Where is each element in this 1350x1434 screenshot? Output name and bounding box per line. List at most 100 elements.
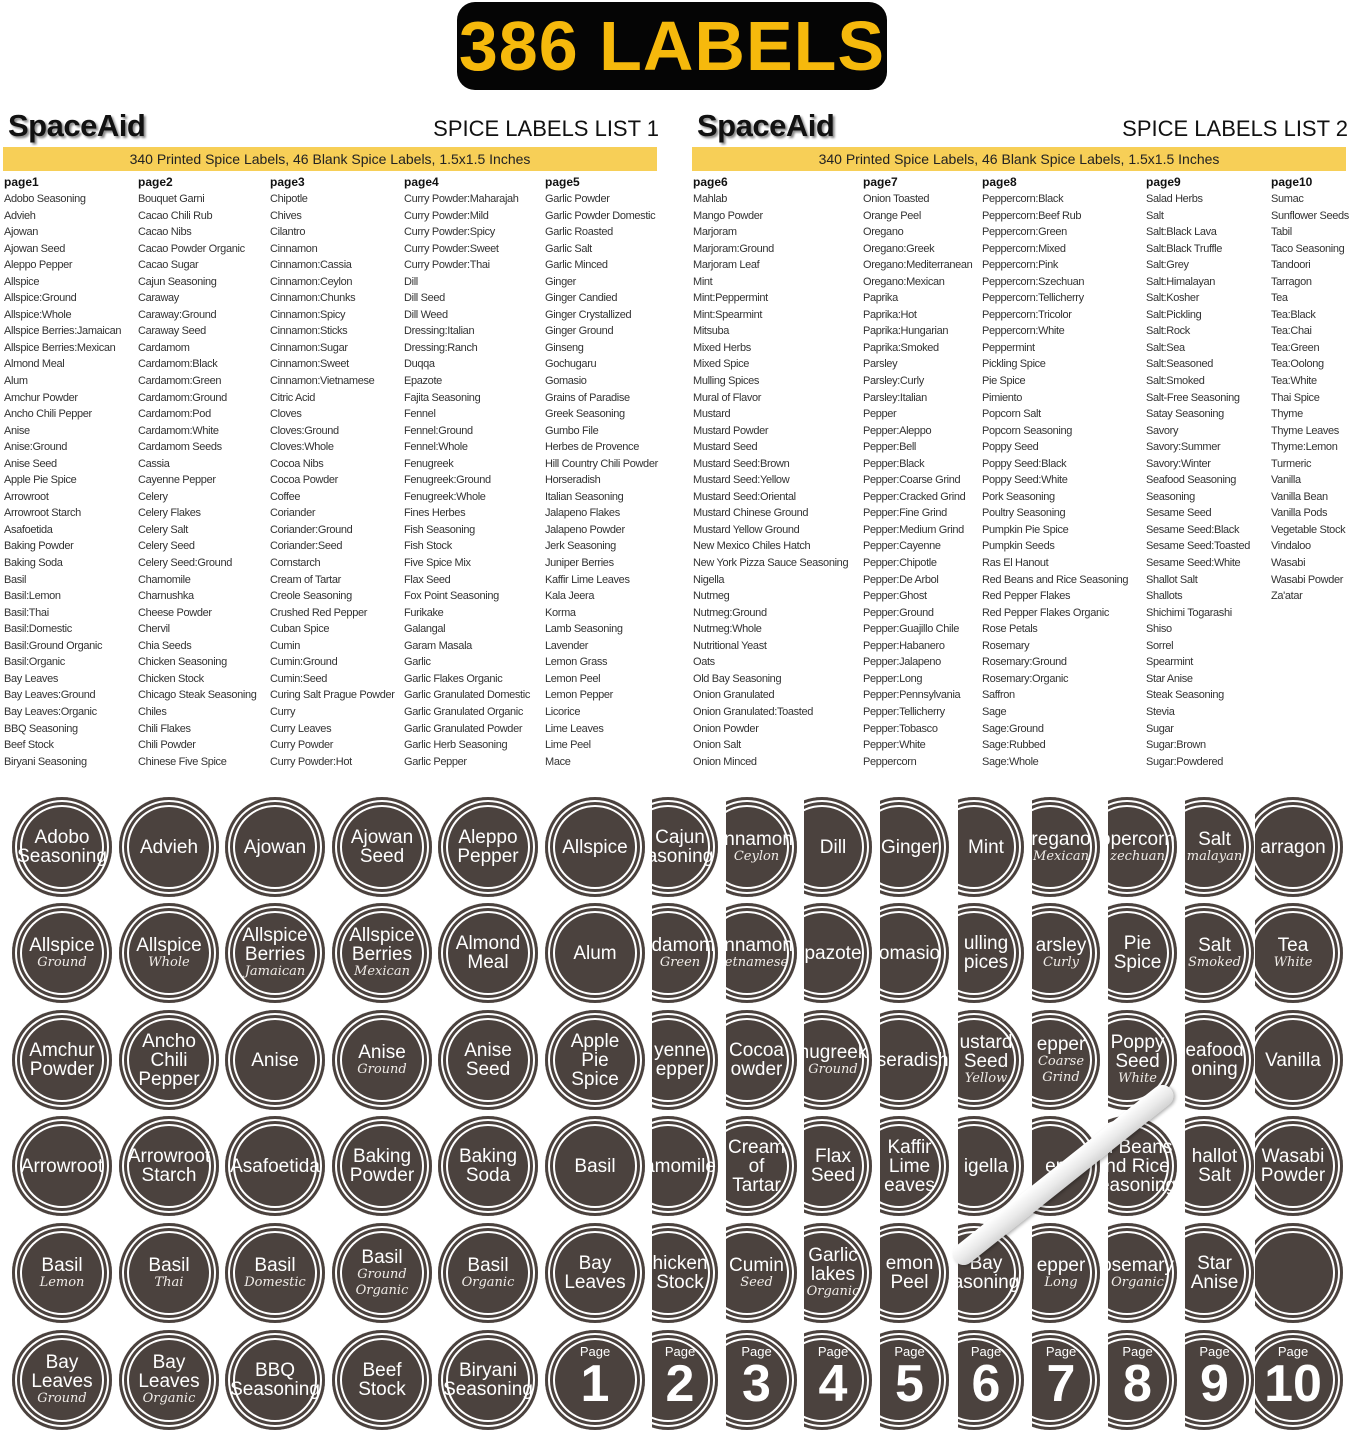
list-item: Bouquet Garni <box>138 193 205 205</box>
list-item: Curry Powder:Sweet <box>404 242 499 255</box>
list-item: Jerk Seasoning <box>545 540 616 553</box>
list-item: Fenugreek:Ground <box>404 474 491 487</box>
page-word: Page <box>1045 1344 1077 1359</box>
list-item: Peppermint <box>982 341 1035 354</box>
label-text: eafood oning <box>1185 1010 1244 1110</box>
label-sheet-strip: innamon etnamese <box>726 903 797 1003</box>
list-item: Pork Seasoning <box>982 490 1055 503</box>
list-item: Oregano:Greek <box>863 242 935 255</box>
list-item: Pimiento <box>982 391 1022 404</box>
list-item: Shiso <box>1146 623 1172 636</box>
spice-label: Apple Pie Spice <box>545 1010 645 1110</box>
list-item: Fox Point Seasoning <box>404 590 499 603</box>
spice-label: Anise Seed <box>438 1010 538 1110</box>
list-item: Fajita Seasoning <box>404 391 481 404</box>
list-item: Dill Weed <box>404 308 448 321</box>
list-item: Shallots <box>1146 590 1183 603</box>
list-item: Almond Meal <box>4 358 65 371</box>
list-item: Fish Stock <box>404 540 452 553</box>
label-main-text: BBQ <box>254 1360 296 1381</box>
list-item: Fines Herbes <box>404 507 466 520</box>
label-main-text: Baking <box>458 1146 518 1167</box>
list-item: Sugar <box>1146 722 1174 735</box>
list-item: Mulling Spices <box>693 375 760 388</box>
list-item: Fennel <box>404 408 436 421</box>
list-item: Cloves:Whole <box>270 441 334 454</box>
list-item: Paprika <box>863 292 898 305</box>
label-sub-text: Organic <box>806 1284 860 1299</box>
list-item: Mustard Powder <box>693 424 769 437</box>
label-main-text: asoning <box>652 846 714 867</box>
label-main-text: Seasoning <box>17 846 107 867</box>
list-item: Chives <box>270 209 302 222</box>
list-item: Ginger <box>545 275 576 288</box>
label-text: Salt malayan <box>1185 797 1244 897</box>
list-item: Fennel:Ground <box>404 424 473 437</box>
label-sub-text: Green <box>659 954 701 970</box>
list-item: Cacao Powder Organic <box>138 242 245 255</box>
label-text: rseradish <box>880 1010 949 1110</box>
label-text: Cumin Seed <box>726 1223 787 1323</box>
spice-label: Basil Ground Organic <box>332 1223 432 1323</box>
label-main-text: Tartar <box>732 1174 781 1196</box>
list-item: Hill Country Chili Powder <box>545 457 658 470</box>
list-item: Pepper:Black <box>863 457 925 470</box>
list-item: Peppercorn:Tellicherry <box>982 292 1084 305</box>
label-sub-text: Thai <box>154 1274 184 1290</box>
list-item: Vanilla <box>1271 474 1301 487</box>
list-item: Bay Leaves <box>4 672 58 685</box>
list-item: Garlic Granulated Powder <box>404 722 523 735</box>
label-sheet-strip: ppercornzechuan <box>1108 797 1177 897</box>
list-item: Garlic Granulated Domestic <box>404 689 531 702</box>
label-main-text: Meal <box>467 952 509 973</box>
list-item: Savory <box>1146 424 1179 437</box>
list-item: Curry Powder:Hot <box>270 755 352 768</box>
list-item: Salt:Black Lava <box>1146 226 1217 239</box>
spice-label: Bay Leaves Organic <box>119 1330 219 1430</box>
label-main-text: Powder <box>29 1059 95 1080</box>
list-item: Dill Seed <box>404 292 445 305</box>
spice-label: Allspice Berries Jamaican <box>225 903 325 1003</box>
label-sheet-strip: Ginger <box>880 797 949 897</box>
label-sheet-strip: nugreek Ground <box>804 1010 872 1110</box>
list-item: Cardamom:Ground <box>138 391 227 404</box>
list-item: Arrowroot <box>4 490 49 503</box>
label-main-text: igella <box>963 1155 1009 1177</box>
list-item: Za'atar <box>1271 590 1303 603</box>
label-main-text: epper <box>655 1059 705 1080</box>
label-main-text: Mint <box>968 836 1004 858</box>
label-text: Page 4 <box>804 1330 862 1430</box>
list-item: Sesame Seed:Black <box>1146 523 1240 536</box>
list-item: Caraway <box>138 292 179 305</box>
label-main-text: Pepper <box>138 1068 200 1090</box>
label-text: ppercornzechuan <box>1108 797 1175 897</box>
label-sub-text: Seed <box>740 1274 773 1290</box>
label-sheet-strip: Pie Spice <box>1108 903 1177 1003</box>
page-number: 4 <box>818 1355 848 1413</box>
list-item: Paprika:Hot <box>863 308 917 321</box>
label-sheet-strip: Page 10 <box>1255 1330 1343 1430</box>
brand-logo: SpaceAid <box>8 108 146 143</box>
list-item: Baking Soda <box>4 557 63 570</box>
list-item: Red Pepper Flakes Organic <box>982 606 1109 619</box>
spice-label <box>1255 1116 1343 1216</box>
label-main-text: asoning <box>958 1272 1020 1293</box>
label-text: osemary Organic <box>1108 1223 1174 1323</box>
label-main-text: Arrowroot <box>20 1155 104 1177</box>
label-main-text: Adobo <box>34 827 90 848</box>
list-item: Garlic Powder <box>545 193 610 205</box>
sheet-title: SPICE LABELS LIST 2 <box>1122 116 1348 141</box>
list-item: Garlic Roasted <box>545 226 613 239</box>
page-word: Page <box>1277 1344 1309 1359</box>
list-item: Arrowroot Starch <box>4 507 81 520</box>
page-column: page10 Sumac Sunflower Seeds Tabil Taco Seas… <box>1271 174 1349 605</box>
label-text: Kaffir Lime eaves <box>880 1116 939 1216</box>
list-item: Cilantro <box>270 226 306 239</box>
list-item: Salt-Free Seasoning <box>1146 391 1240 404</box>
label-main-text: Poppy <box>1110 1032 1165 1053</box>
list-item: Cayenne Pepper <box>138 474 216 487</box>
label-text: pazote <box>804 903 862 1003</box>
label-main-text: oning <box>1191 1059 1238 1080</box>
list-item: Cardamom <box>138 341 190 354</box>
list-item: Pepper:Medium Grind <box>863 523 964 536</box>
